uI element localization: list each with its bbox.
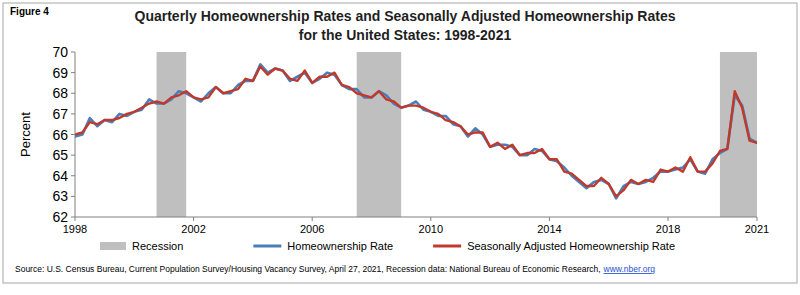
x-tick-label: 2014 xyxy=(537,223,561,235)
y-tick-label: 68 xyxy=(52,85,68,101)
legend-swatch xyxy=(433,245,461,248)
y-tick-label: 66 xyxy=(52,127,68,143)
legend-swatch xyxy=(100,242,126,250)
x-axis-line xyxy=(75,217,757,218)
x-tick-label: 2006 xyxy=(300,223,324,235)
y-tick xyxy=(71,196,75,197)
source-link[interactable]: www.nber.org xyxy=(603,264,656,274)
recession-band xyxy=(720,52,757,217)
series-line xyxy=(75,64,757,198)
y-tick xyxy=(71,155,75,156)
y-tick xyxy=(71,93,75,94)
x-tick-label: 2002 xyxy=(181,223,205,235)
series-line xyxy=(75,66,757,196)
x-tick xyxy=(430,217,431,221)
x-tick xyxy=(668,217,669,221)
x-tick xyxy=(312,217,313,221)
figure-frame xyxy=(3,3,797,283)
x-tick xyxy=(75,217,76,221)
legend-label: Homeownership Rate xyxy=(287,240,393,252)
legend-label: Recession xyxy=(132,240,183,252)
y-tick xyxy=(71,134,75,135)
chart: Figure 4 Quarterly Homeownership Rates an… xyxy=(0,0,800,295)
title: Quarterly Homeownership Rates and Season… xyxy=(135,8,676,24)
x-tick-label: 2018 xyxy=(656,223,680,235)
recession-band xyxy=(157,52,187,217)
recession-band xyxy=(357,52,401,217)
y-axis-label: Percent xyxy=(18,112,33,157)
x-tick-label: 2010 xyxy=(419,223,443,235)
legend: Recession Homeownership Rate Seasonally Ad… xyxy=(100,240,675,252)
y-tick xyxy=(71,217,75,218)
x-tick-label: 2021 xyxy=(745,223,769,235)
y-tick xyxy=(71,113,75,114)
y-tick-label: 70 xyxy=(52,44,68,60)
x-tick xyxy=(193,217,194,221)
y-tick xyxy=(71,175,75,176)
legend-swatch xyxy=(253,245,281,248)
y-tick-label: 63 xyxy=(52,188,68,204)
y-tick xyxy=(71,72,75,73)
legend-label: Seasonally Adjusted Homeownership Rate xyxy=(467,240,675,252)
y-tick xyxy=(71,52,75,53)
y-tick-label: 65 xyxy=(52,147,68,163)
plot-area xyxy=(75,52,757,217)
source-note: Source: U.S. Census Bureau, Current Popu… xyxy=(15,264,655,274)
x-tick xyxy=(549,217,550,221)
y-tick-label: 67 xyxy=(52,106,68,122)
x-tick xyxy=(757,217,758,221)
source-text: Source: U.S. Census Bureau, Current Popu… xyxy=(15,264,601,274)
y-tick-label: 64 xyxy=(52,168,68,184)
x-tick-label: 1998 xyxy=(63,223,87,235)
y-tick-label: 69 xyxy=(52,65,68,81)
subtitle: for the United States: 1998-2021 xyxy=(299,27,512,43)
figure-label: Figure 4 xyxy=(10,6,49,17)
